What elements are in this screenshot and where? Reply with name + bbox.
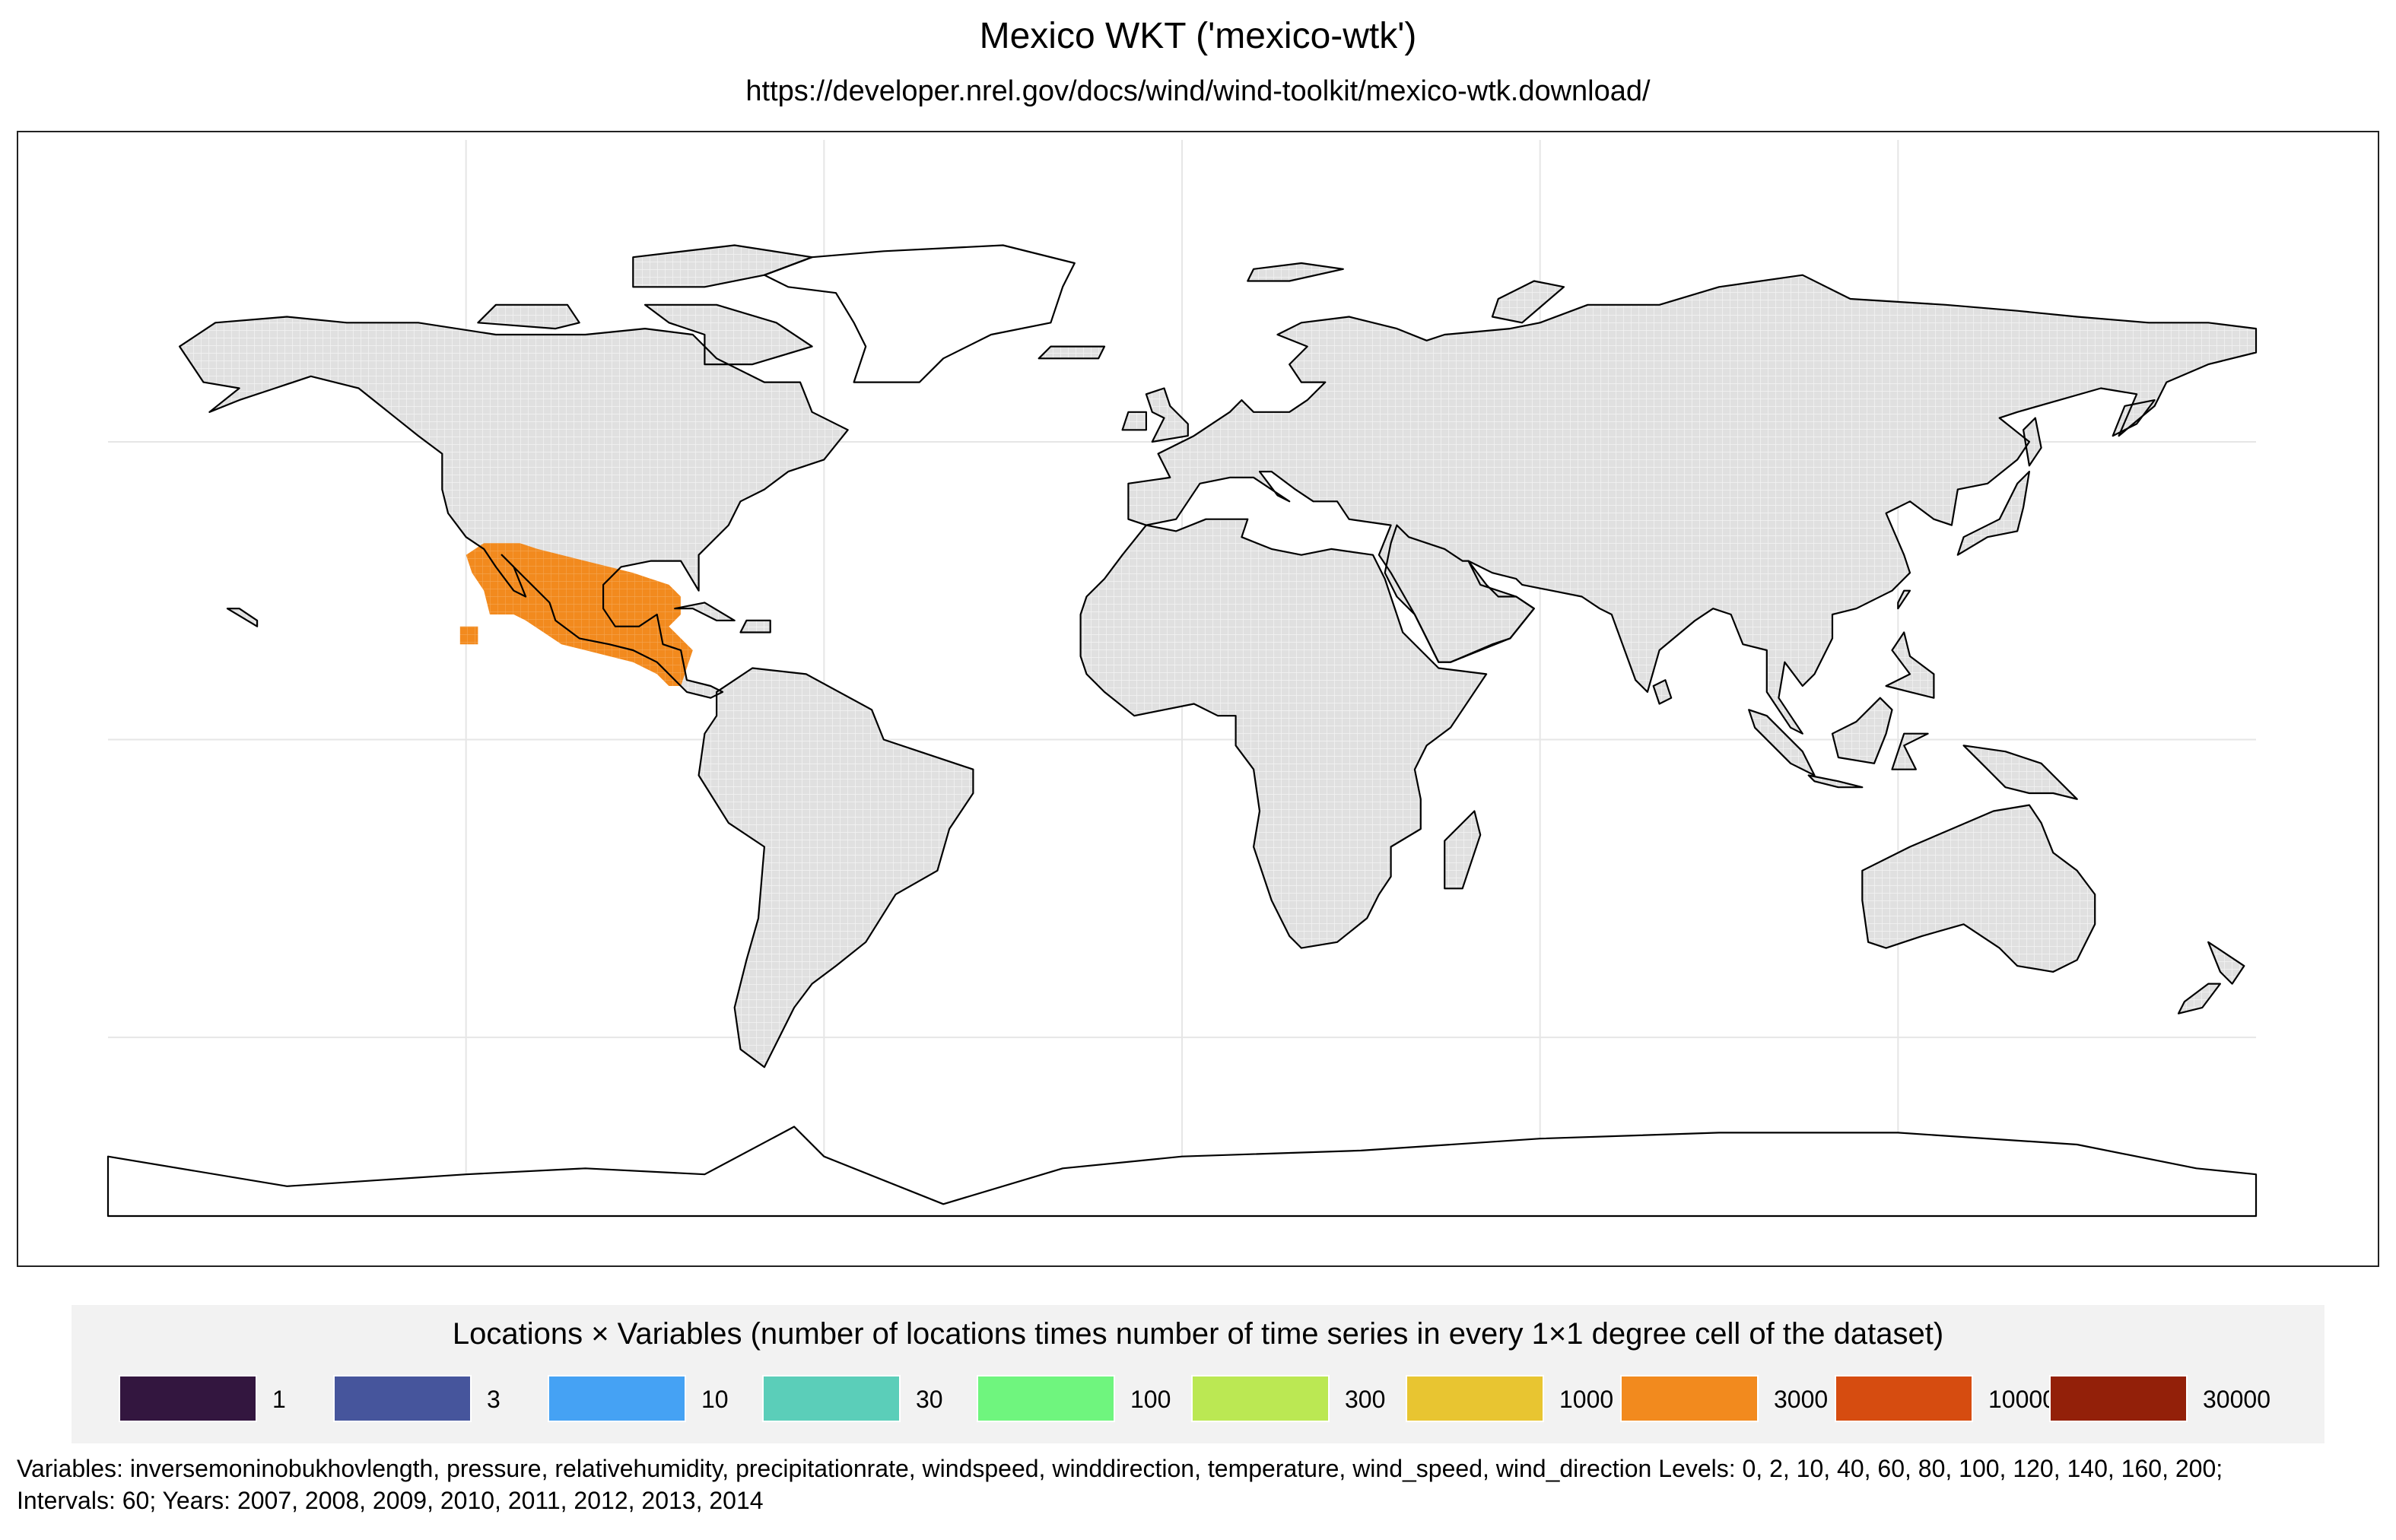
map-subtitle-url: https://developer.nrel.gov/docs/wind/win… <box>745 75 1651 107</box>
legend-swatch <box>1835 1375 1973 1422</box>
coastline-cuba <box>674 602 736 621</box>
legend-label: 10 <box>701 1386 729 1413</box>
coastline-sakhalin <box>2023 417 2042 467</box>
legend-label: 100 <box>1130 1386 1171 1413</box>
legend-swatch <box>333 1375 472 1422</box>
landmass-cuba <box>675 602 735 621</box>
coastline-hispaniola <box>739 619 771 633</box>
coastline-sri-lanka <box>1652 679 1673 705</box>
landmass-novaya-zemlya <box>1492 281 1564 323</box>
legend-swatch <box>977 1375 1115 1422</box>
landmass-africa <box>1080 519 1487 948</box>
coastline-north-america <box>179 316 849 699</box>
landmass-ireland <box>1122 411 1146 430</box>
landmass-sulawesi <box>1892 733 1928 770</box>
landmass-iceland <box>1038 346 1104 359</box>
landmass-japan <box>1957 472 2029 555</box>
landmass-new-zealand-north <box>2208 941 2245 984</box>
landmass-north-america <box>180 316 848 698</box>
coastline-kamchatka-strip <box>2112 399 2156 437</box>
variables-footnote: Variables: inversemoninobukhovlength, pr… <box>17 1455 2223 1514</box>
landmass-south-america <box>698 668 974 1068</box>
coastline-ireland <box>1121 411 1147 431</box>
landmass-baffin-island <box>645 304 812 365</box>
legend-swatch <box>1191 1375 1330 1422</box>
landmass-greenland <box>764 245 1075 383</box>
coastline-iceland <box>1038 345 1106 360</box>
coastline-new-guinea <box>1962 745 2078 800</box>
legend-label: 300 <box>1345 1386 1386 1413</box>
coastline-sulawesi <box>1891 732 1929 770</box>
coastline-java <box>1807 774 1864 789</box>
coastline-new-zealand-north <box>2207 941 2245 985</box>
landmass-borneo <box>1832 697 1892 764</box>
landmass-antarctica <box>108 1126 2256 1216</box>
coastline-arabia <box>1384 524 1535 663</box>
landmass-victoria-island <box>478 304 580 329</box>
dataset-region-mexico <box>466 543 693 686</box>
landmass-sumatra <box>1749 710 1815 776</box>
landmass-new-zealand-south <box>2178 983 2220 1014</box>
coastline-antarctica <box>106 1126 2258 1218</box>
land-masses <box>108 245 2256 1216</box>
landmass-hispaniola <box>740 620 771 633</box>
legend-swatch <box>119 1375 257 1422</box>
coastline-victoria-island <box>477 303 580 330</box>
coastline-new-zealand-south <box>2177 983 2221 1014</box>
landmass-new-guinea <box>1963 745 2077 799</box>
coastline-africa <box>1079 518 1488 949</box>
legend-label: 30 <box>916 1386 943 1413</box>
coastlines <box>106 244 2258 1218</box>
dataset-region-offshore <box>459 626 478 645</box>
legend-swatch <box>1406 1375 1544 1422</box>
legend-label: 10000 <box>1988 1386 2056 1413</box>
coastline-taiwan <box>1897 589 1911 610</box>
landmass-philippines <box>1886 632 1934 698</box>
landmass-ellesmere-island <box>633 245 812 287</box>
legend-swatch <box>762 1375 901 1422</box>
dataset-cells <box>459 543 693 686</box>
coastline-south-america <box>698 667 974 1068</box>
coastline-hawaii <box>226 608 259 627</box>
legend-swatch <box>548 1375 686 1422</box>
coastline-australia <box>1861 804 2096 973</box>
coastline-svalbard <box>1247 262 1344 282</box>
legend-label: 3 <box>487 1386 500 1413</box>
landmass-eurasia <box>1128 275 2256 734</box>
coastline-japan <box>1956 471 2030 556</box>
legend-title: Locations × Variables (number of locatio… <box>452 1317 1944 1351</box>
legend-label: 30000 <box>2203 1386 2270 1413</box>
legend: Locations × Variables (number of locatio… <box>71 1305 2325 1443</box>
coastline-borneo <box>1831 697 1893 764</box>
map-title: Mexico WKT ('mexico-wtk') <box>979 16 1417 56</box>
coastline-great-britain <box>1145 387 1189 443</box>
map-panel <box>17 131 2379 1267</box>
coastline-baffin-island <box>643 303 813 366</box>
world-map <box>106 140 2258 1218</box>
coastline-greenland <box>763 244 1076 383</box>
coastline-philippines <box>1885 631 1935 699</box>
legend-label: 1000 <box>1559 1386 1614 1413</box>
legend-swatch <box>1620 1375 1759 1422</box>
legend-label: 1 <box>272 1386 286 1413</box>
coastline-ellesmere-island <box>632 244 813 288</box>
landmass-madagascar <box>1444 811 1481 889</box>
landmass-great-britain <box>1146 388 1188 442</box>
landmass-australia <box>1862 805 2096 972</box>
coastline-novaya-zemlya <box>1491 280 1565 324</box>
coastline-madagascar <box>1444 810 1482 890</box>
coastline-sumatra <box>1748 709 1816 776</box>
legend-label: 3000 <box>1774 1386 1829 1413</box>
legend-swatch <box>2049 1375 2188 1422</box>
